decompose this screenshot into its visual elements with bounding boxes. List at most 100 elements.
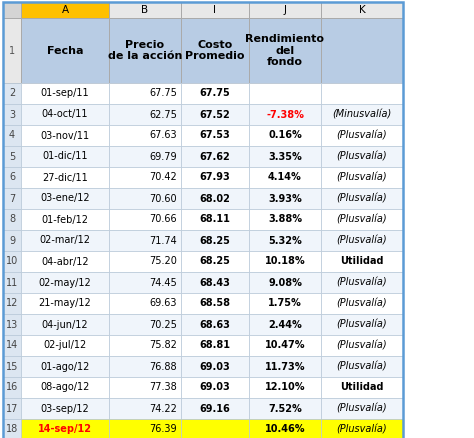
Bar	[109, 293, 181, 314]
Text: 71.74: 71.74	[149, 236, 177, 246]
Bar	[109, 2, 181, 18]
Text: 17: 17	[6, 403, 18, 413]
Bar	[109, 125, 181, 146]
Bar	[249, 209, 321, 230]
Text: 62.75: 62.75	[149, 110, 177, 120]
Text: 16: 16	[6, 382, 18, 392]
Text: 11.73%: 11.73%	[265, 361, 305, 371]
Text: 27-dic/11: 27-dic/11	[42, 173, 88, 183]
Bar	[3, 167, 21, 188]
Bar	[249, 251, 321, 272]
Text: 68.02: 68.02	[200, 194, 230, 204]
Bar	[181, 167, 249, 188]
Text: 76.39: 76.39	[149, 424, 177, 434]
Text: B: B	[141, 5, 148, 15]
Bar	[21, 104, 109, 125]
Bar	[109, 167, 181, 188]
Bar	[321, 272, 403, 293]
Bar	[109, 104, 181, 125]
Text: 02-may/12: 02-may/12	[38, 278, 91, 287]
Text: 69.03: 69.03	[200, 382, 230, 392]
Bar	[321, 419, 403, 438]
Bar	[181, 293, 249, 314]
Bar	[181, 377, 249, 398]
Bar	[3, 314, 21, 335]
Bar	[181, 125, 249, 146]
Bar	[3, 83, 21, 104]
Bar	[321, 398, 403, 419]
Text: 13: 13	[6, 319, 18, 329]
Text: 18: 18	[6, 424, 18, 434]
Bar	[249, 18, 321, 83]
Text: (Minusvalía): (Minusvalía)	[332, 110, 392, 120]
Bar	[3, 2, 21, 18]
Text: 03-sep/12: 03-sep/12	[41, 403, 90, 413]
Text: 10: 10	[6, 257, 18, 266]
Text: 69.03: 69.03	[200, 361, 230, 371]
Bar	[321, 18, 403, 83]
Bar	[249, 83, 321, 104]
Bar	[321, 104, 403, 125]
Bar	[181, 18, 249, 83]
Text: 68.11: 68.11	[200, 215, 230, 225]
Text: Precio
de la acción: Precio de la acción	[108, 40, 182, 61]
Text: 03-nov/11: 03-nov/11	[40, 131, 90, 141]
Bar	[21, 293, 109, 314]
Bar	[21, 146, 109, 167]
Bar	[181, 83, 249, 104]
Text: 2.44%: 2.44%	[268, 319, 302, 329]
Text: I: I	[213, 5, 217, 15]
Text: 0.16%: 0.16%	[268, 131, 302, 141]
Bar	[321, 230, 403, 251]
Bar	[3, 377, 21, 398]
Text: (Plusvalía): (Plusvalía)	[337, 361, 387, 371]
Text: Rendimiento
del
fondo: Rendimiento del fondo	[246, 34, 325, 67]
Bar	[21, 419, 109, 438]
Text: A: A	[62, 5, 69, 15]
Text: Costo
Promedio: Costo Promedio	[185, 40, 245, 61]
Bar	[321, 146, 403, 167]
Text: 74.22: 74.22	[149, 403, 177, 413]
Bar	[181, 146, 249, 167]
Bar	[249, 146, 321, 167]
Text: 67.75: 67.75	[200, 88, 230, 99]
Text: 04-jun/12: 04-jun/12	[42, 319, 88, 329]
Text: 70.25: 70.25	[149, 319, 177, 329]
Bar	[3, 398, 21, 419]
Bar	[21, 356, 109, 377]
Text: 76.88: 76.88	[149, 361, 177, 371]
Bar	[109, 18, 181, 83]
Bar	[321, 2, 403, 18]
Bar	[3, 251, 21, 272]
Bar	[321, 209, 403, 230]
Bar	[321, 356, 403, 377]
Bar	[21, 251, 109, 272]
Bar	[321, 314, 403, 335]
Bar	[181, 188, 249, 209]
Bar	[249, 2, 321, 18]
Text: 7.52%: 7.52%	[268, 403, 302, 413]
Bar	[3, 293, 21, 314]
Text: 4: 4	[9, 131, 15, 141]
Bar	[109, 209, 181, 230]
Bar	[3, 18, 21, 83]
Bar	[109, 188, 181, 209]
Bar	[3, 419, 21, 438]
Bar	[249, 125, 321, 146]
Text: 67.93: 67.93	[200, 173, 230, 183]
Text: 74.45: 74.45	[149, 278, 177, 287]
Text: 3: 3	[9, 110, 15, 120]
Bar	[21, 272, 109, 293]
Text: 4.14%: 4.14%	[268, 173, 302, 183]
Text: 68.43: 68.43	[200, 278, 230, 287]
Bar	[249, 230, 321, 251]
Text: 7: 7	[9, 194, 15, 204]
Text: K: K	[359, 5, 365, 15]
Bar	[109, 377, 181, 398]
Text: 68.25: 68.25	[200, 257, 230, 266]
Text: 68.63: 68.63	[200, 319, 230, 329]
Bar	[109, 398, 181, 419]
Bar	[3, 209, 21, 230]
Text: 67.52: 67.52	[200, 110, 230, 120]
Bar	[249, 104, 321, 125]
